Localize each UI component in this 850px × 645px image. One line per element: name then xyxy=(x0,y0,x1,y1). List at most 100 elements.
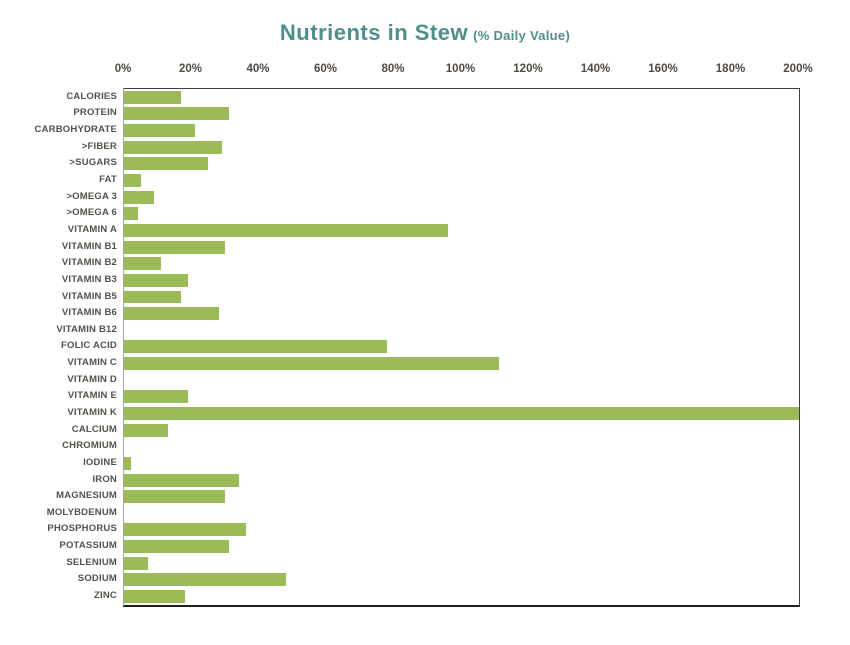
chart-title: Nutrients in Stew (% Daily Value) xyxy=(0,20,850,46)
bar xyxy=(124,107,229,121)
x-axis: 0% 20% 40% 60% 80% 100% 120% 140% 160% 180% 200% xyxy=(115,63,813,79)
category-label: PHOSPHORUS xyxy=(47,523,117,535)
x-tick-label: 180% xyxy=(715,63,746,75)
x-tick-label: 60% xyxy=(313,63,338,75)
bar xyxy=(124,90,182,104)
bar xyxy=(124,490,226,504)
x-tick-label: 100% xyxy=(445,63,476,75)
bar xyxy=(124,273,189,287)
x-tick-label: 120% xyxy=(513,63,543,75)
bar xyxy=(124,140,222,154)
category-label: VITAMIN B5 xyxy=(61,290,117,302)
bar-row xyxy=(124,139,799,156)
bar-row xyxy=(124,272,799,289)
bar-row xyxy=(124,172,799,189)
bar-row xyxy=(124,455,799,472)
bar xyxy=(124,124,195,138)
category-label: PROTEIN xyxy=(73,107,117,119)
bar-row xyxy=(124,372,799,389)
category-label: MAGNESIUM xyxy=(56,490,117,502)
category-label: >FIBER xyxy=(81,140,117,152)
category-label: CHROMIUM xyxy=(62,440,117,452)
bar xyxy=(124,590,185,604)
bar-series xyxy=(124,89,799,605)
category-label: SODIUM xyxy=(77,573,117,585)
bar-row xyxy=(124,522,799,539)
bar xyxy=(124,357,499,371)
bar xyxy=(124,307,219,321)
category-label: CALCIUM xyxy=(71,423,117,435)
category-label: SELENIUM xyxy=(66,556,117,568)
bar-row xyxy=(124,305,799,322)
bar-row xyxy=(124,289,799,306)
chart-title-subtitle: (% Daily Value) xyxy=(473,28,571,43)
x-tick-label: 160% xyxy=(648,63,678,75)
bar xyxy=(124,390,189,404)
bar-row xyxy=(124,122,799,139)
bar-row xyxy=(124,156,799,173)
category-label: VITAMIN E xyxy=(67,390,117,402)
category-label: VITAMIN B2 xyxy=(61,257,117,269)
bar-row xyxy=(124,389,799,406)
bar-row xyxy=(124,355,799,372)
category-label: VITAMIN B6 xyxy=(61,307,117,319)
bar-row xyxy=(124,255,799,272)
bar xyxy=(124,223,448,237)
category-label: VITAMIN A xyxy=(67,223,117,235)
bar xyxy=(124,456,131,470)
x-tick-label: 40% xyxy=(246,63,270,75)
category-label: FAT xyxy=(99,174,117,186)
category-label: CARBOHYDRATE xyxy=(34,124,117,136)
bar-row xyxy=(124,89,799,106)
bar-row xyxy=(124,438,799,455)
bar xyxy=(124,556,148,570)
bar-row xyxy=(124,572,799,589)
bar-row xyxy=(124,339,799,356)
bar xyxy=(124,207,138,221)
bar xyxy=(124,340,388,354)
bar xyxy=(124,190,155,204)
category-label: POTASSIUM xyxy=(59,540,117,552)
category-label: VITAMIN B1 xyxy=(61,240,117,252)
category-label: VITAMIN B3 xyxy=(61,273,117,285)
category-label: CALORIES xyxy=(66,90,117,102)
bar-row xyxy=(124,222,799,239)
bar-row xyxy=(124,189,799,206)
bar-row xyxy=(124,472,799,489)
bar-row xyxy=(124,538,799,555)
bar xyxy=(124,573,286,587)
y-axis-category-labels: CALORIES PROTEIN CARBOHYDRATE >FIBER >SUGARS… xyxy=(0,88,117,604)
x-tick-label: 80% xyxy=(381,63,405,75)
bar xyxy=(124,174,141,187)
bar-row xyxy=(124,588,799,605)
category-label: >SUGARS xyxy=(69,157,117,169)
bar xyxy=(124,257,162,271)
bar xyxy=(124,523,246,537)
x-tick-label: 140% xyxy=(580,63,611,75)
category-label: VITAMIN D xyxy=(67,373,117,385)
bar-row xyxy=(124,422,799,439)
category-label: IODINE xyxy=(83,456,117,468)
x-tick-label: 0% xyxy=(114,63,132,75)
bar-row xyxy=(124,322,799,339)
bar xyxy=(124,407,799,420)
bar-row xyxy=(124,488,799,505)
bar-row xyxy=(124,505,799,522)
bar xyxy=(124,290,182,304)
category-label: >OMEGA 3 xyxy=(66,190,117,202)
x-tick-label: 20% xyxy=(178,63,203,75)
category-label: IRON xyxy=(92,473,117,485)
bar-row xyxy=(124,205,799,222)
category-label: ZINC xyxy=(94,590,117,602)
category-label: >OMEGA 6 xyxy=(66,207,117,219)
category-label: MOLYBDENUM xyxy=(46,506,117,518)
category-label: VITAMIN B12 xyxy=(56,323,117,335)
category-label: VITAMIN K xyxy=(67,406,117,418)
bar xyxy=(124,240,226,254)
plot-area xyxy=(123,88,800,607)
bar xyxy=(124,157,209,171)
bar xyxy=(124,423,168,437)
bar-row xyxy=(124,106,799,123)
bar xyxy=(124,540,229,554)
